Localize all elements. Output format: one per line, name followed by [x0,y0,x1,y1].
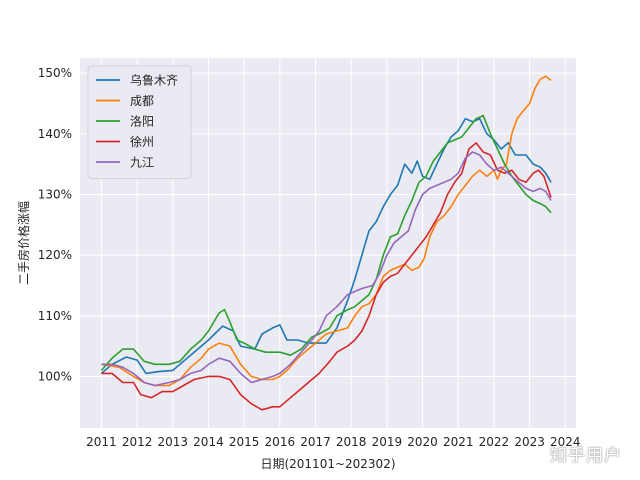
x-tick-label: 2016 [265,435,296,449]
legend-box [87,65,192,179]
legend-label: 徐州 [130,134,154,149]
series-line-0 [100,117,552,375]
series-line-4 [101,151,552,387]
x-tick-label: 2012 [122,435,153,449]
x-tick-label: 2020 [407,435,438,449]
x-tick-label: 2019 [372,435,403,449]
series-line-3 [101,142,552,411]
y-tick-label: 120% [38,248,72,262]
x-tick-label: 2022 [479,435,510,449]
y-tick-label: 140% [38,127,72,141]
x-axis-label: 日期(201101~202302) [260,457,395,471]
x-axis-ticks: 2011 2012 2013 2014 2015 2016 2017 2018 2019 2020… [86,435,580,449]
x-tick-label: 2017 [300,435,331,449]
x-tick-label: 2018 [336,435,367,449]
series-line-2 [100,114,552,371]
y-tick-label: 110% [38,309,72,323]
x-tick-label: 2014 [193,435,224,449]
watermark: 知乎用户 [550,446,622,466]
y-tick-label: 100% [38,369,72,383]
legend-label: 洛阳 [130,114,154,129]
x-tick-label: 2023 [514,435,545,449]
legend-label: 成都 [130,94,154,108]
y-axis-ticks: 100% 110% 120% 130% 140% 150% [38,66,72,383]
y-axis-label: 二手房价格涨幅 [16,201,31,285]
x-tick-label: 2013 [158,435,189,449]
x-tick-label: 2021 [443,435,474,449]
y-tick-label: 150% [38,66,72,80]
x-tick-label: 2015 [229,435,260,449]
x-tick-label: 2011 [86,435,117,449]
y-tick-label: 130% [38,187,72,201]
legend-label: 乌鲁木齐 [130,73,178,88]
series-lines [100,75,552,411]
legend-label: 九江 [130,156,154,170]
x-tick-label: 2024 [550,435,581,449]
